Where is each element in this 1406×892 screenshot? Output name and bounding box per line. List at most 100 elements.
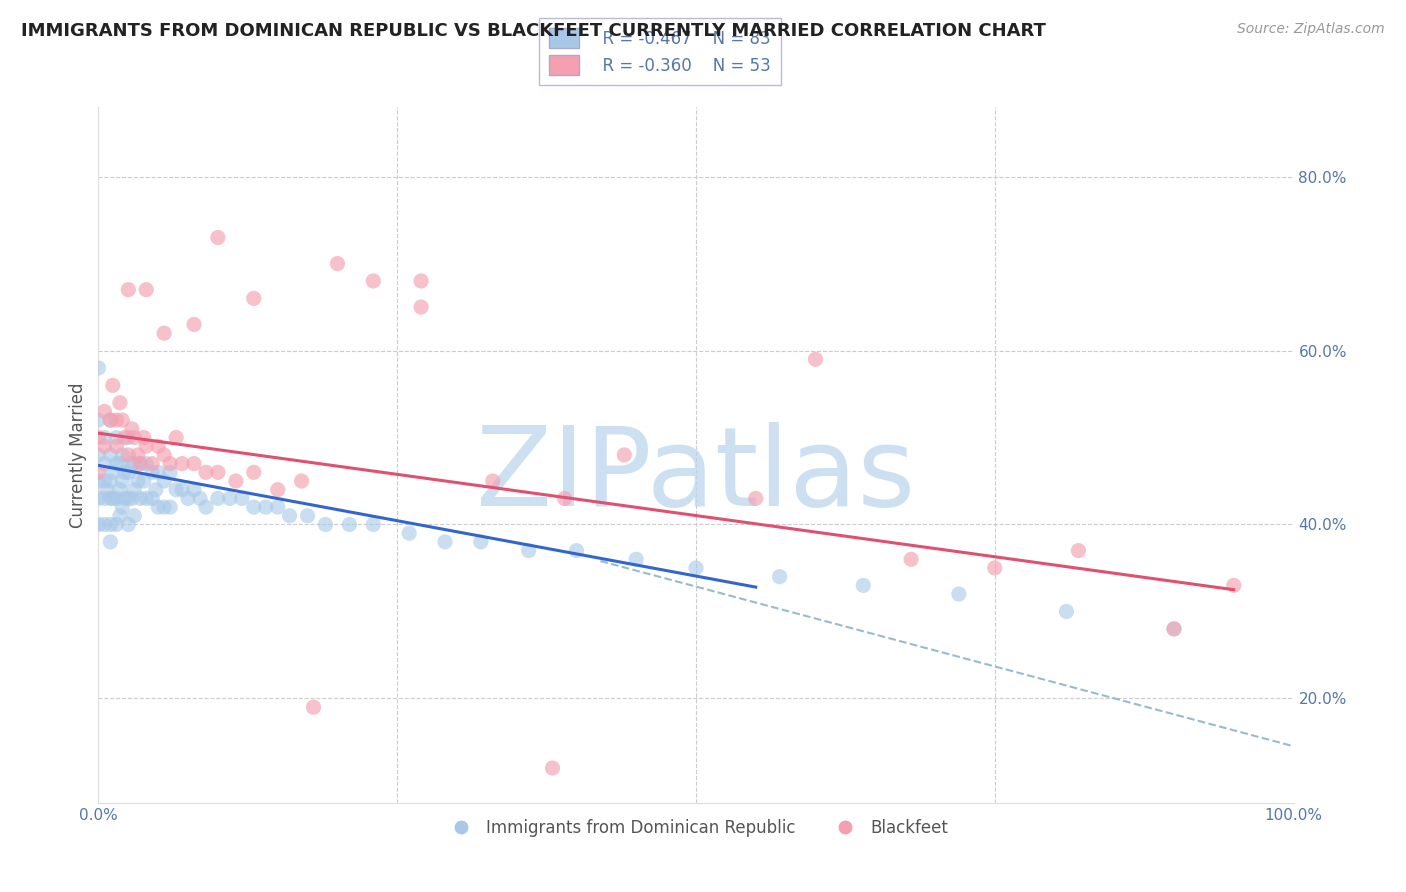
Point: [93, 474, 115, 488]
Point: [127, 474, 149, 488]
Point: [135, 491, 157, 506]
Point: [900, 552, 922, 566]
Point: [105, 430, 128, 444]
Point: [434, 534, 457, 549]
Point: [98, 474, 122, 488]
Point: [117, 466, 139, 480]
Point: [121, 422, 143, 436]
Text: ZIPatlas: ZIPatlas: [477, 422, 915, 529]
Point: [177, 491, 200, 506]
Point: [172, 483, 194, 497]
Point: [159, 500, 181, 514]
Point: [96, 483, 118, 497]
Point: [554, 491, 576, 506]
Point: [108, 508, 131, 523]
Point: [148, 500, 170, 514]
Text: IMMIGRANTS FROM DOMINICAN REPUBLIC VS BLACKFEET CURRENTLY MARRIED CORRELATION CH: IMMIGRANTS FROM DOMINICAN REPUBLIC VS BL…: [21, 22, 1046, 40]
Point: [1067, 543, 1090, 558]
Point: [153, 326, 176, 341]
Y-axis label: Currently Married: Currently Married: [69, 382, 87, 528]
Point: [124, 430, 146, 444]
Point: [225, 474, 247, 488]
Point: [183, 457, 205, 471]
Point: [117, 491, 139, 506]
Point: [98, 534, 122, 549]
Point: [481, 474, 505, 488]
Point: [111, 413, 134, 427]
Point: [93, 491, 115, 506]
Point: [565, 543, 588, 558]
Point: [132, 474, 155, 488]
Point: [98, 517, 122, 532]
Point: [159, 466, 181, 480]
Point: [363, 517, 385, 532]
Point: [117, 283, 139, 297]
Point: [101, 378, 124, 392]
Point: [141, 466, 163, 480]
Point: [111, 474, 134, 488]
Point: [132, 430, 155, 444]
Point: [363, 274, 385, 288]
Point: [114, 466, 136, 480]
Point: [626, 552, 648, 566]
Point: [243, 500, 266, 514]
Point: [745, 491, 768, 506]
Point: [105, 413, 128, 427]
Point: [219, 491, 242, 506]
Point: [302, 700, 325, 714]
Point: [153, 500, 176, 514]
Point: [135, 283, 157, 297]
Point: [105, 457, 128, 471]
Point: [1163, 622, 1185, 636]
Point: [129, 457, 152, 471]
Point: [145, 483, 167, 497]
Point: [141, 457, 163, 471]
Point: [108, 483, 131, 497]
Point: [517, 543, 540, 558]
Point: [243, 291, 266, 305]
Point: [326, 257, 349, 271]
Point: [87, 361, 110, 376]
Point: [315, 517, 337, 532]
Point: [207, 230, 229, 244]
Point: [114, 491, 136, 506]
Point: [87, 466, 110, 480]
Point: [121, 457, 143, 471]
Point: [129, 491, 152, 506]
Point: [254, 500, 277, 514]
Point: [685, 561, 707, 575]
Legend: Immigrants from Dominican Republic, Blackfeet: Immigrants from Dominican Republic, Blac…: [437, 812, 955, 843]
Point: [852, 578, 875, 592]
Point: [111, 448, 134, 462]
Point: [172, 457, 194, 471]
Point: [101, 491, 124, 506]
Point: [984, 561, 1007, 575]
Point: [291, 474, 314, 488]
Point: [188, 491, 211, 506]
Point: [470, 534, 492, 549]
Point: [153, 448, 176, 462]
Point: [124, 457, 146, 471]
Point: [231, 491, 253, 506]
Point: [339, 517, 361, 532]
Point: [267, 483, 290, 497]
Point: [278, 508, 301, 523]
Point: [1223, 578, 1246, 592]
Point: [165, 430, 187, 444]
Point: [183, 318, 205, 332]
Point: [541, 761, 564, 775]
Point: [98, 491, 122, 506]
Point: [105, 491, 128, 506]
Point: [101, 466, 124, 480]
Point: [87, 491, 110, 506]
Point: [105, 517, 128, 532]
Point: [124, 483, 146, 497]
Point: [98, 413, 122, 427]
Point: [87, 474, 110, 488]
Point: [124, 508, 146, 523]
Point: [165, 483, 187, 497]
Point: [183, 483, 205, 497]
Point: [207, 491, 229, 506]
Point: [105, 439, 128, 453]
Point: [135, 439, 157, 453]
